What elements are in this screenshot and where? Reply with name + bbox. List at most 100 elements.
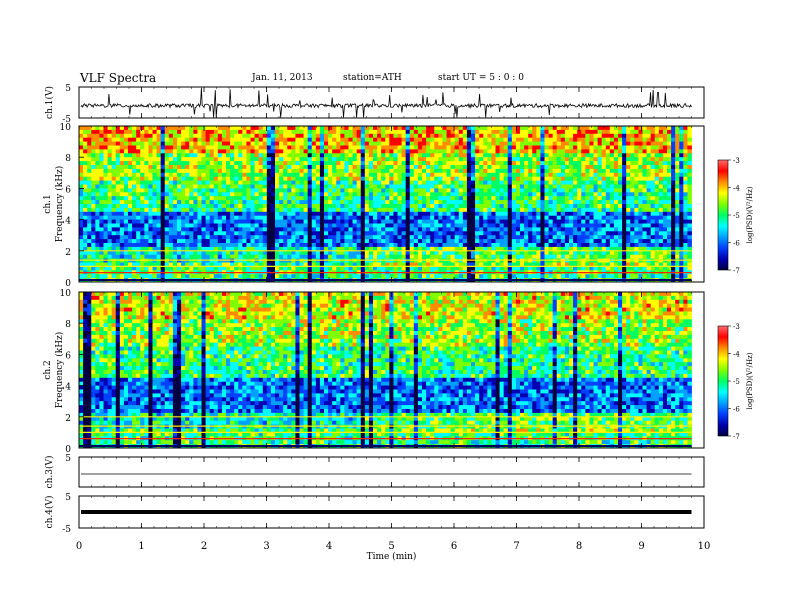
spectrogram-cell: [634, 227, 639, 232]
spectrogram-cell: [507, 231, 513, 236]
spectrogram-cell: [638, 137, 643, 142]
spectrogram-cell: [524, 211, 529, 217]
spectrogram-cell: [164, 235, 170, 240]
spectrogram-cell: [266, 196, 272, 201]
spectrogram-cell: [226, 235, 231, 240]
spectrogram-cell: [475, 227, 480, 232]
spectrogram-cell: [417, 137, 423, 142]
spectrogram-cell: [450, 141, 456, 146]
spectrogram-cell: [221, 196, 227, 201]
spectrogram-cell: [528, 137, 533, 142]
spectrogram-cell: [152, 161, 157, 166]
spectrogram-cell: [364, 196, 370, 201]
spectrogram-cell: [254, 180, 260, 185]
spectrogram-cell: [148, 165, 153, 170]
spectrogram-cell: [246, 145, 251, 150]
spectrogram-cell: [646, 188, 652, 193]
spectrogram-cell: [556, 149, 562, 154]
spectrogram-cell: [438, 235, 443, 240]
spectrogram-cell: [332, 145, 337, 150]
spectrogram-cell: [156, 246, 162, 252]
spectrogram-cell: [83, 145, 88, 150]
spectrogram-cell: [479, 231, 484, 236]
spectrogram-cell: [658, 207, 664, 213]
spectrogram-cell: [311, 227, 317, 232]
spectrogram-cell: [544, 180, 549, 185]
spectrogram-cell: [197, 196, 202, 201]
spectrogram-cell: [217, 231, 223, 236]
spectrogram-cell: [613, 145, 619, 150]
spectrogram-cell: [495, 133, 500, 139]
spectrogram-cell: [311, 246, 317, 252]
spectrogram-cell: [373, 180, 378, 185]
spectrogram-cell: [213, 168, 219, 174]
spectrogram-cell: [458, 196, 464, 201]
spectrogram-cell: [581, 145, 586, 150]
spectrogram-cell: [454, 157, 460, 162]
spectrogram-cell: [103, 204, 108, 209]
spectrogram-cell: [238, 231, 243, 236]
spectrogram-cell: [356, 161, 362, 166]
spectrogram-cell: [577, 211, 582, 217]
spectrogram-cell: [83, 246, 88, 252]
spectrogram-cell: [642, 204, 647, 209]
spectrogram-cell: [434, 246, 439, 252]
spectrogram-cell: [462, 188, 468, 193]
spectrogram-cell: [671, 250, 676, 256]
spectrogram-cell: [144, 243, 149, 248]
spectrogram-cell: [340, 250, 345, 256]
spectrogram-cell: [520, 141, 525, 146]
spectrogram-cell: [234, 250, 239, 256]
spectrogram-cell: [503, 200, 509, 205]
spectrogram-cell: [242, 246, 247, 252]
spectrogram-cell: [348, 165, 353, 170]
spectrogram-cell: [409, 196, 415, 201]
spectrogram-cell: [536, 196, 541, 201]
spectrogram-cell: [438, 126, 443, 131]
spectrogram-cell: [226, 207, 231, 213]
spectrogram-cell: [601, 223, 607, 228]
spectrogram-cell: [552, 231, 558, 236]
spectrogram-cell: [413, 157, 419, 162]
spectrogram-cell: [393, 235, 398, 240]
spectrogram-cell: [201, 165, 206, 170]
spectrogram-cell: [246, 129, 251, 135]
spectrogram-cell: [532, 165, 537, 170]
spectrogram-cell: [87, 243, 92, 248]
spectrogram-cell: [438, 172, 443, 178]
spectrogram-cell: [123, 196, 129, 201]
spectrogram-cell: [540, 184, 545, 189]
spectrogram-cell: [642, 180, 647, 185]
spectrogram-cell: [275, 153, 280, 158]
spectrogram-cell: [479, 168, 484, 174]
spectrogram-cell: [373, 215, 378, 220]
spectrogram-cell: [344, 126, 349, 131]
spectrogram-cell: [487, 246, 492, 252]
spectrogram-cell: [675, 235, 680, 240]
spectrogram-cell: [426, 184, 431, 189]
spectrogram-cell: [605, 235, 611, 240]
spectrogram-cell: [650, 129, 656, 135]
spectrogram-cell: [556, 145, 562, 150]
spectrogram-cell: [352, 227, 358, 232]
spectrogram-cell: [548, 246, 554, 252]
spectrogram-cell: [132, 165, 137, 170]
spectrogram-cell: [430, 211, 435, 217]
spectrogram-cell: [548, 153, 554, 158]
spectrogram-cell: [401, 211, 407, 217]
spectrogram-cell: [662, 192, 668, 197]
spectrogram-cell: [156, 188, 162, 193]
spectrogram-cell: [679, 141, 684, 146]
spectrogram-cell: [246, 239, 251, 244]
spectrogram-cell: [185, 176, 190, 181]
spectrogram-cell: [132, 254, 137, 259]
spectrogram-cell: [132, 180, 137, 185]
spectrogram-cell: [532, 250, 537, 256]
spectrogram-cell: [324, 149, 329, 154]
spectrogram-cell: [360, 149, 366, 154]
spectrogram-cell: [597, 126, 603, 131]
spectrogram-cell: [319, 157, 325, 162]
spectrogram-cell: [601, 231, 607, 236]
spectrogram-cell: [658, 211, 664, 217]
spectrogram-cell: [299, 176, 304, 181]
